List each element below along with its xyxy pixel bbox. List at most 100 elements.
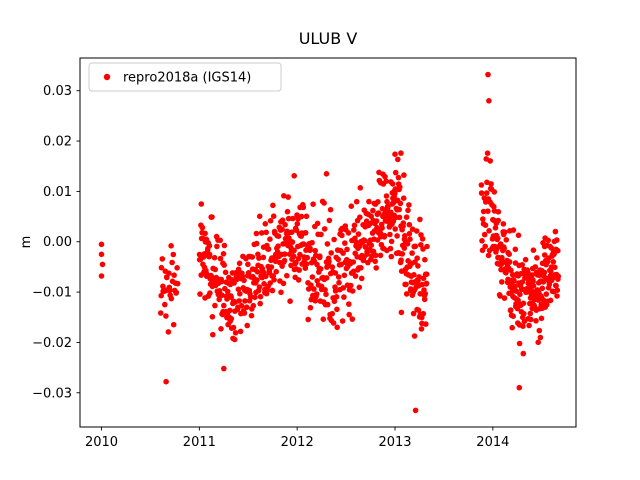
data-point <box>387 245 394 252</box>
data-point <box>284 272 290 279</box>
data-point <box>506 251 512 257</box>
data-point <box>339 232 345 239</box>
data-point <box>548 268 554 275</box>
data-point <box>303 261 310 267</box>
y-tick-label: 0.03 <box>43 84 72 99</box>
data-point <box>384 198 390 205</box>
data-point <box>510 313 516 320</box>
data-point <box>237 328 244 335</box>
data-point <box>320 316 327 323</box>
data-point <box>253 240 260 247</box>
data-point <box>198 201 205 207</box>
data-point <box>217 237 223 244</box>
axes-ticks: 2010 2011 2012 2013 2014 −0.03 −0.02 −0.01 0.00 0… <box>32 84 509 450</box>
x-tick-label: 2010 <box>85 435 118 450</box>
data-point <box>530 247 537 253</box>
data-point <box>275 243 281 249</box>
data-point <box>406 221 413 228</box>
data-point <box>222 269 229 276</box>
data-point <box>418 326 425 332</box>
data-point <box>508 267 514 274</box>
data-point <box>379 225 385 231</box>
data-point <box>329 310 336 317</box>
data-point <box>267 236 273 242</box>
data-point <box>317 266 324 272</box>
data-point <box>398 309 405 316</box>
data-point <box>257 300 264 307</box>
data-point <box>163 378 169 385</box>
data-point <box>550 259 557 265</box>
data-point <box>398 150 404 156</box>
data-point <box>350 259 357 265</box>
data-point <box>495 235 501 242</box>
data-point <box>394 233 400 239</box>
data-point <box>336 279 342 286</box>
data-point <box>250 302 257 309</box>
data-point <box>555 247 561 254</box>
data-point <box>495 209 502 215</box>
data-point <box>488 181 494 187</box>
data-point <box>237 291 243 297</box>
data-point <box>423 321 429 327</box>
data-point <box>535 339 541 346</box>
data-point <box>162 301 168 308</box>
data-point <box>419 236 426 242</box>
data-point <box>169 259 175 266</box>
data-point <box>216 296 222 303</box>
data-point <box>199 224 206 231</box>
data-point <box>349 288 356 294</box>
data-point <box>420 246 426 252</box>
data-point <box>388 238 395 245</box>
data-point <box>382 173 388 180</box>
data-point <box>295 277 302 283</box>
data-point <box>522 256 529 263</box>
data-point <box>261 281 267 287</box>
data-point <box>346 301 352 307</box>
data-point <box>383 178 389 184</box>
data-point <box>389 181 396 187</box>
data-point <box>335 256 342 263</box>
data-point <box>412 407 419 414</box>
data-point <box>228 315 235 322</box>
data-point <box>362 237 368 244</box>
data-point <box>174 265 180 271</box>
data-point <box>503 237 510 243</box>
data-point <box>257 293 264 300</box>
data-point <box>545 237 551 244</box>
data-point <box>294 221 301 227</box>
data-point <box>218 326 224 332</box>
data-point <box>396 206 403 213</box>
data-point <box>318 283 325 290</box>
data-point <box>293 259 299 266</box>
data-point <box>500 221 507 227</box>
data-point <box>238 303 245 309</box>
data-point <box>364 251 370 257</box>
data-point <box>321 200 327 206</box>
data-point <box>340 250 346 256</box>
data-point <box>422 291 429 297</box>
data-point <box>310 201 316 207</box>
data-point <box>307 245 313 252</box>
data-point <box>423 271 430 278</box>
data-point <box>243 304 250 311</box>
data-point <box>534 255 540 261</box>
legend-marker-icon <box>103 73 111 81</box>
data-point <box>373 218 380 224</box>
data-point <box>323 291 329 298</box>
data-point <box>317 253 323 259</box>
data-point <box>291 173 298 179</box>
data-point <box>262 221 269 227</box>
data-point <box>173 289 179 296</box>
data-point <box>228 294 234 301</box>
data-point <box>543 291 550 297</box>
data-point <box>248 294 254 300</box>
legend-box <box>88 62 282 92</box>
data-point <box>280 280 287 287</box>
data-point <box>528 316 534 323</box>
data-point <box>220 251 227 257</box>
data-point <box>392 190 398 197</box>
data-point <box>254 269 261 275</box>
data-point <box>174 280 181 287</box>
